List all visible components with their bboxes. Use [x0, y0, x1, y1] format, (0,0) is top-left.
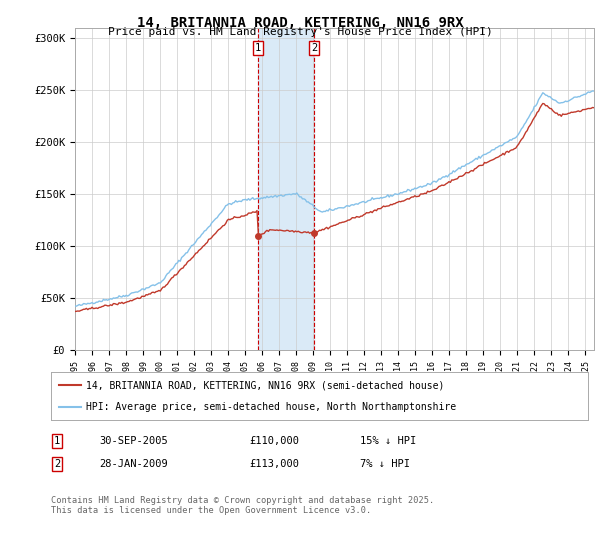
Text: Contains HM Land Registry data © Crown copyright and database right 2025.
This d: Contains HM Land Registry data © Crown c… — [51, 496, 434, 515]
Text: 14, BRITANNIA ROAD, KETTERING, NN16 9RX: 14, BRITANNIA ROAD, KETTERING, NN16 9RX — [137, 16, 463, 30]
Text: 14, BRITANNIA ROAD, KETTERING, NN16 9RX (semi-detached house): 14, BRITANNIA ROAD, KETTERING, NN16 9RX … — [86, 380, 444, 390]
Text: 1: 1 — [255, 43, 261, 53]
Text: 2: 2 — [311, 43, 317, 53]
Text: £110,000: £110,000 — [249, 436, 299, 446]
Text: 15% ↓ HPI: 15% ↓ HPI — [360, 436, 416, 446]
Text: 28-JAN-2009: 28-JAN-2009 — [99, 459, 168, 469]
Text: £113,000: £113,000 — [249, 459, 299, 469]
Text: Price paid vs. HM Land Registry's House Price Index (HPI): Price paid vs. HM Land Registry's House … — [107, 27, 493, 37]
Text: 2: 2 — [54, 459, 60, 469]
Text: 7% ↓ HPI: 7% ↓ HPI — [360, 459, 410, 469]
Text: HPI: Average price, semi-detached house, North Northamptonshire: HPI: Average price, semi-detached house,… — [86, 402, 456, 412]
Bar — [258, 28, 314, 350]
Text: 30-SEP-2005: 30-SEP-2005 — [99, 436, 168, 446]
Text: 1: 1 — [54, 436, 60, 446]
